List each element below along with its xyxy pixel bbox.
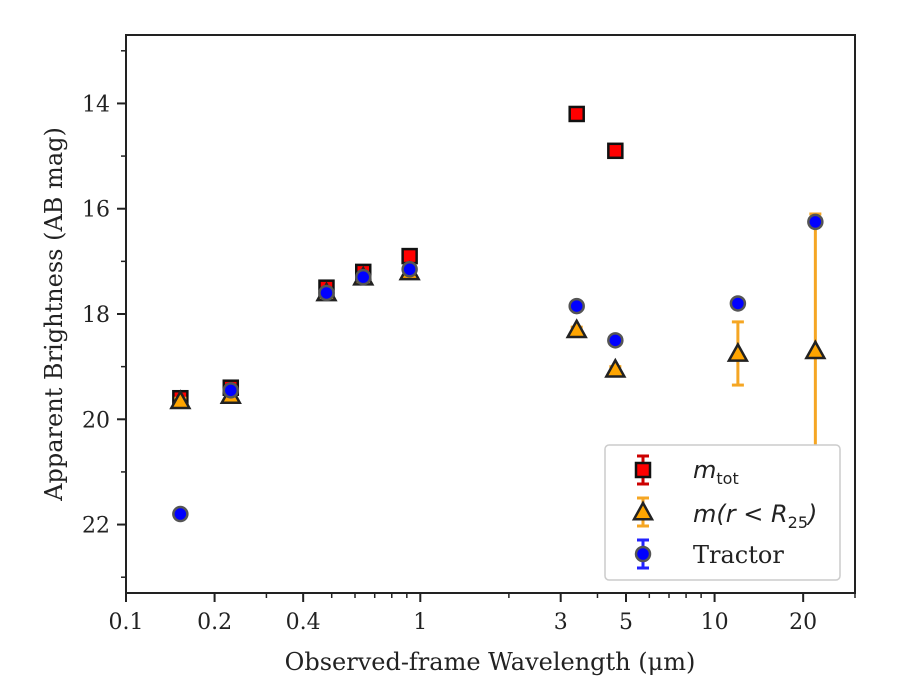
point-tractor-4 [401,261,418,278]
legend-marker-mr25 [631,496,655,528]
legend-symbol-tractor [634,545,652,563]
x-tick-label: 20 [789,610,817,635]
point-tractor-7 [729,295,747,312]
legend-marker-mtot [634,454,652,486]
legend-marker-tractor [634,538,652,570]
point-mr25-8 [804,339,827,360]
point-tractor-3 [355,268,372,286]
point-tractor-6 [607,332,624,349]
point-mtot-5 [568,105,585,123]
x-tick-label: 5 [619,610,633,635]
y-axis-label: Apparent Brightness (AB mag) [40,127,68,502]
point-mr25-6 [604,357,627,378]
y-tick-label: 22 [82,514,110,539]
point-tractor-1 [222,382,240,399]
point-tractor-0 [172,505,189,523]
plot-frame [125,34,856,594]
series-mtot [172,105,624,407]
point-tractor-5 [568,297,585,315]
series-tractor [172,213,824,523]
x-axis-ticks: 0.1 0.2 0.4 1 3 5 10 20 [109,593,856,635]
point-mtot-6 [607,142,624,160]
point-mr25-0 [169,389,192,410]
legend: mtot m(r < R25) Tractor [604,444,841,581]
x-tick-label: 0.2 [197,610,232,635]
point-tractor-8 [807,213,824,231]
legend-entry-mr25: m(r < R25) [693,500,817,532]
y-tick-label: 16 [82,198,110,223]
point-mr25-5 [565,318,588,339]
x-tick-label: 0.4 [286,610,321,635]
legend-entry-mtot: mtot [693,456,739,488]
legend-symbol-mr25 [631,500,655,521]
x-tick-label: 3 [554,610,568,635]
x-tick-label: 0.1 [109,610,144,635]
y-tick-label: 20 [82,408,110,433]
legend-symbol-mtot [634,461,652,479]
y-tick-label: 14 [82,92,110,117]
x-tick-label: 10 [701,610,729,635]
data-points [169,105,827,523]
y-tick-label: 18 [82,303,110,328]
legend-box [604,444,841,581]
x-tick-label: 1 [413,610,427,635]
point-tractor-2 [318,284,335,302]
y-axis-ticks: 14 16 18 20 22 [82,50,126,578]
legend-entry-tractor: Tractor [693,541,784,569]
point-mr25-7 [726,341,750,362]
x-axis-label: Observed-frame Wavelength (μm) [285,648,696,676]
